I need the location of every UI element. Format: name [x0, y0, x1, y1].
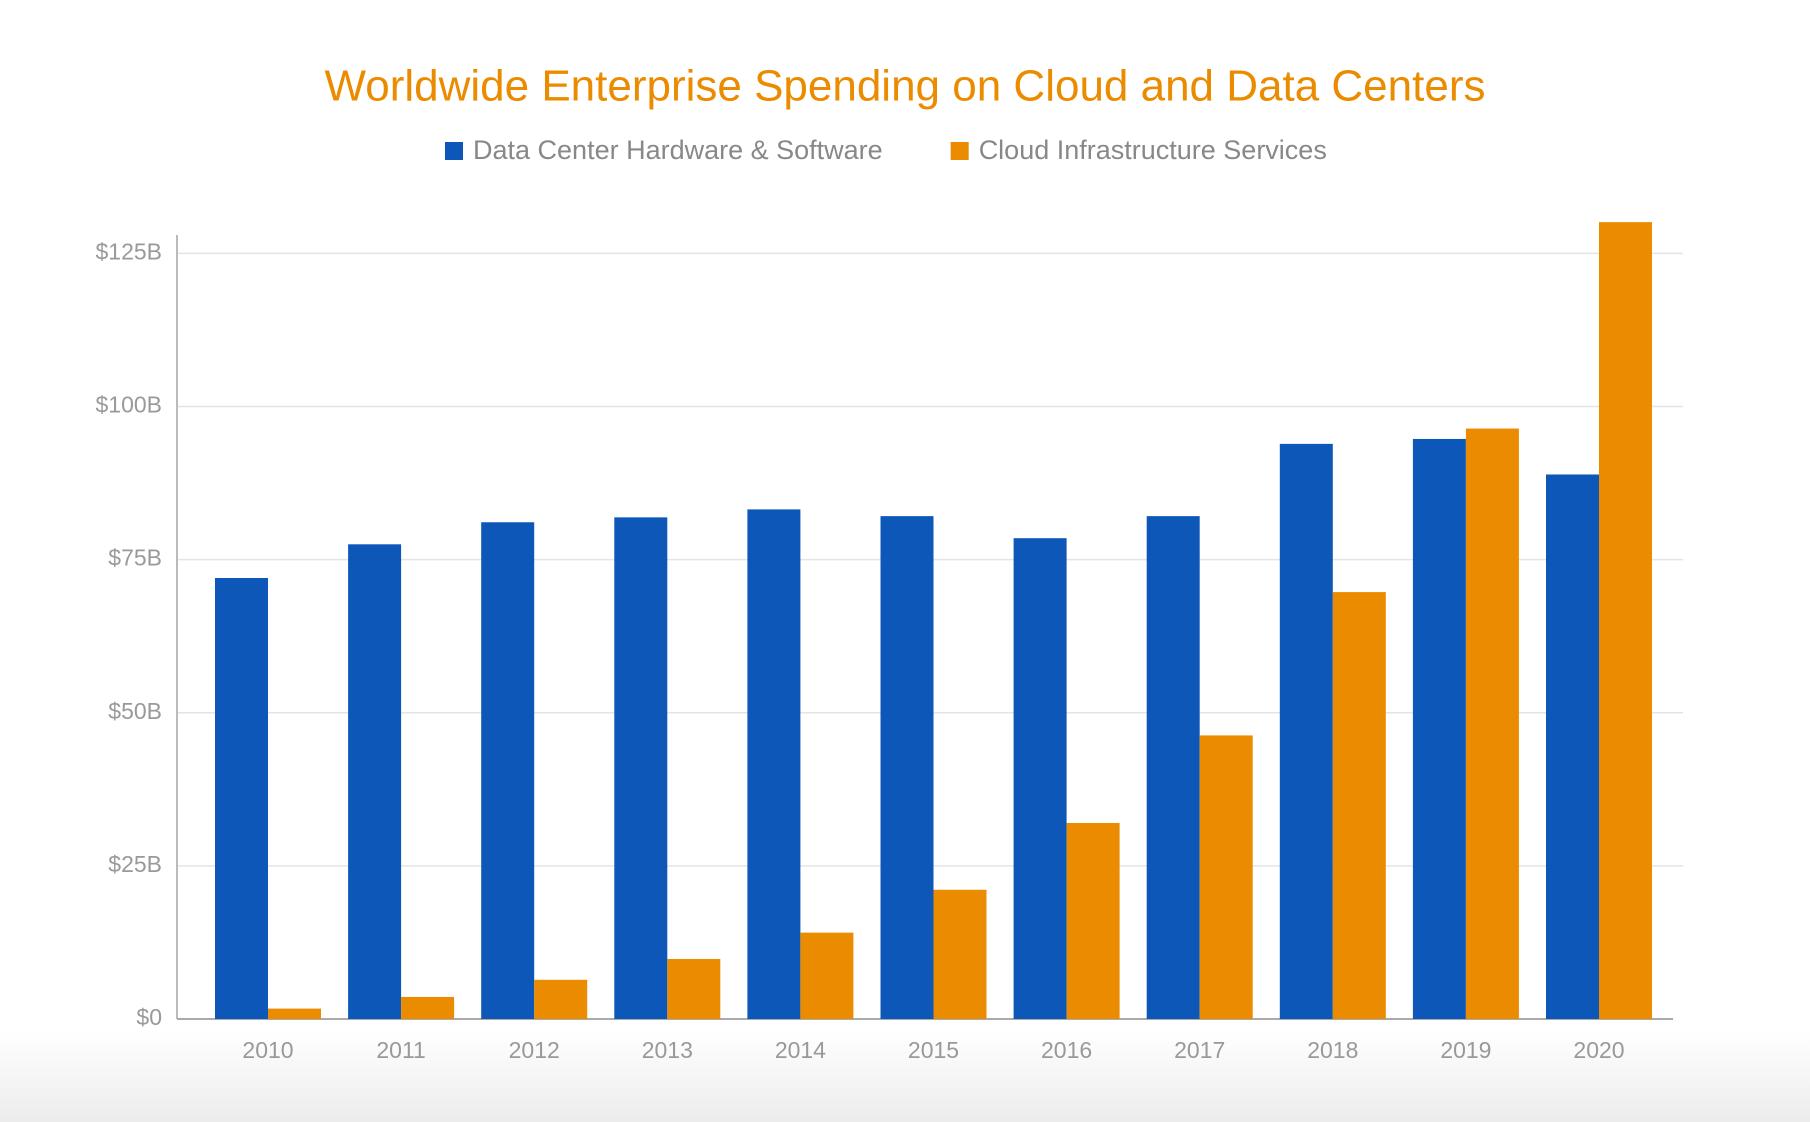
- y-tick-label: $50B: [108, 698, 162, 724]
- bar: [348, 544, 402, 1019]
- legend-swatch: [445, 142, 463, 160]
- x-tick-label: 2010: [242, 1037, 293, 1063]
- bar: [1279, 443, 1333, 1019]
- bar: [1412, 438, 1466, 1019]
- bar: [215, 578, 268, 1019]
- bar: [1066, 823, 1120, 1019]
- bar: [1199, 735, 1253, 1019]
- y-tick-label: $125B: [95, 238, 162, 264]
- bar: [1146, 516, 1200, 1019]
- bar: [1599, 222, 1652, 1019]
- y-tick-label: $25B: [108, 851, 162, 877]
- bar: [401, 996, 455, 1019]
- legend-swatch: [950, 142, 969, 160]
- bar: [534, 979, 588, 1019]
- bar: [880, 516, 934, 1019]
- bar: [1013, 538, 1067, 1019]
- y-tick-label: $75B: [108, 545, 162, 571]
- bar: [800, 932, 854, 1019]
- bar: [1332, 592, 1386, 1019]
- x-tick-label: 2018: [1307, 1037, 1358, 1063]
- x-tick-label: 2017: [1174, 1037, 1225, 1063]
- legend-label: Data Center Hardware & Software: [473, 135, 883, 165]
- y-tick-label: $100B: [95, 392, 162, 418]
- y-tick-label: $0: [136, 1004, 162, 1030]
- bar: [747, 509, 801, 1019]
- x-tick-label: 2019: [1440, 1037, 1491, 1063]
- x-tick-label: 2016: [1041, 1037, 1092, 1063]
- bar: [1546, 474, 1599, 1019]
- x-tick-label: 2013: [642, 1037, 693, 1063]
- bar: [614, 517, 668, 1019]
- bar: [933, 889, 987, 1019]
- x-tick-label: 2015: [908, 1037, 959, 1063]
- x-tick-label: 2020: [1573, 1037, 1624, 1063]
- background-fade: [0, 1030, 1810, 1122]
- bar: [268, 1008, 321, 1019]
- bar: [667, 958, 721, 1019]
- x-tick-label: 2011: [376, 1037, 425, 1063]
- chart-title: Worldwide Enterprise Spending on Cloud a…: [325, 62, 1486, 111]
- x-tick-label: 2014: [775, 1037, 826, 1063]
- legend-label: Cloud Infrastructure Services: [979, 135, 1327, 165]
- bar: [1465, 428, 1519, 1019]
- bar: [481, 522, 535, 1019]
- x-tick-label: 2012: [509, 1037, 560, 1063]
